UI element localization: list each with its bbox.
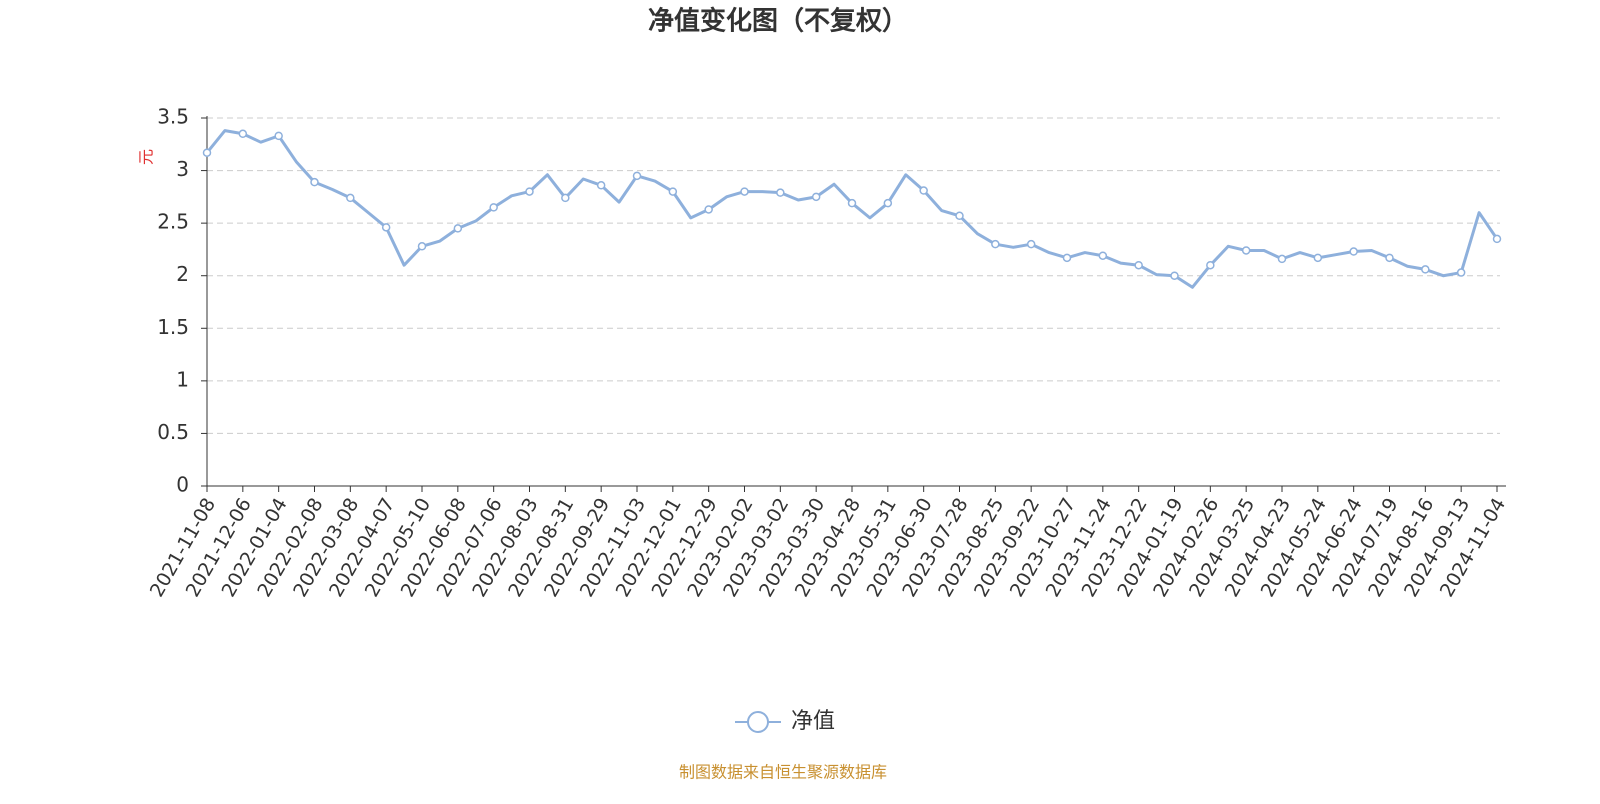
point-marker: [1134, 260, 1143, 270]
point-marker: [668, 187, 678, 196]
point-marker: [274, 131, 283, 141]
y-tick-label: 2.5: [157, 210, 189, 234]
point-marker: [561, 193, 570, 203]
y-tick-label: 1.5: [157, 315, 189, 339]
point-marker: [1421, 265, 1430, 274]
series-line: [205, 129, 1499, 289]
point-marker: [632, 171, 642, 181]
legend-marker: [747, 711, 769, 733]
point-marker: [883, 198, 893, 208]
y-tick-label: 0: [176, 473, 189, 497]
point-marker: [1385, 253, 1394, 263]
point-marker: [1456, 268, 1466, 277]
point-marker: [381, 223, 391, 232]
point-marker: [596, 181, 606, 190]
point-marker: [740, 187, 749, 196]
point-marker: [991, 239, 1000, 249]
legend-label: 净值: [791, 709, 835, 734]
point-marker: [489, 203, 498, 212]
point-marker: [238, 129, 248, 139]
point-marker: [1206, 260, 1215, 270]
point-marker: [310, 177, 319, 187]
point-marker: [453, 224, 463, 233]
point-marker: [1492, 234, 1502, 244]
point-marker: [955, 211, 964, 221]
point-marker: [1062, 253, 1072, 263]
point-marker: [417, 242, 427, 251]
y-axis-label: 元: [137, 149, 156, 165]
point-marker: [202, 148, 212, 157]
point-marker: [811, 192, 821, 202]
point-marker: [776, 188, 785, 197]
point-marker: [1313, 253, 1323, 263]
point-marker: [1170, 271, 1179, 280]
point-marker: [847, 198, 857, 208]
point-marker: [704, 205, 713, 214]
y-tick-label: 3.5: [157, 105, 189, 129]
chart-title: 净值变化图（不复权）: [648, 6, 908, 37]
source-note: 制图数据来自恒生聚源数据库: [679, 763, 887, 782]
point-marker: [346, 193, 355, 203]
y-tick-label: 1: [176, 367, 189, 391]
point-marker: [1241, 246, 1251, 255]
y-tick-label: 2: [176, 262, 189, 286]
point-marker: [1098, 251, 1108, 260]
point-marker: [525, 187, 534, 196]
y-tick-label: 3: [176, 157, 189, 181]
point-marker: [1349, 247, 1358, 256]
point-marker: [919, 186, 928, 195]
y-tick-label: 0.5: [157, 420, 189, 444]
point-marker: [1026, 239, 1036, 249]
point-marker: [1277, 254, 1287, 264]
